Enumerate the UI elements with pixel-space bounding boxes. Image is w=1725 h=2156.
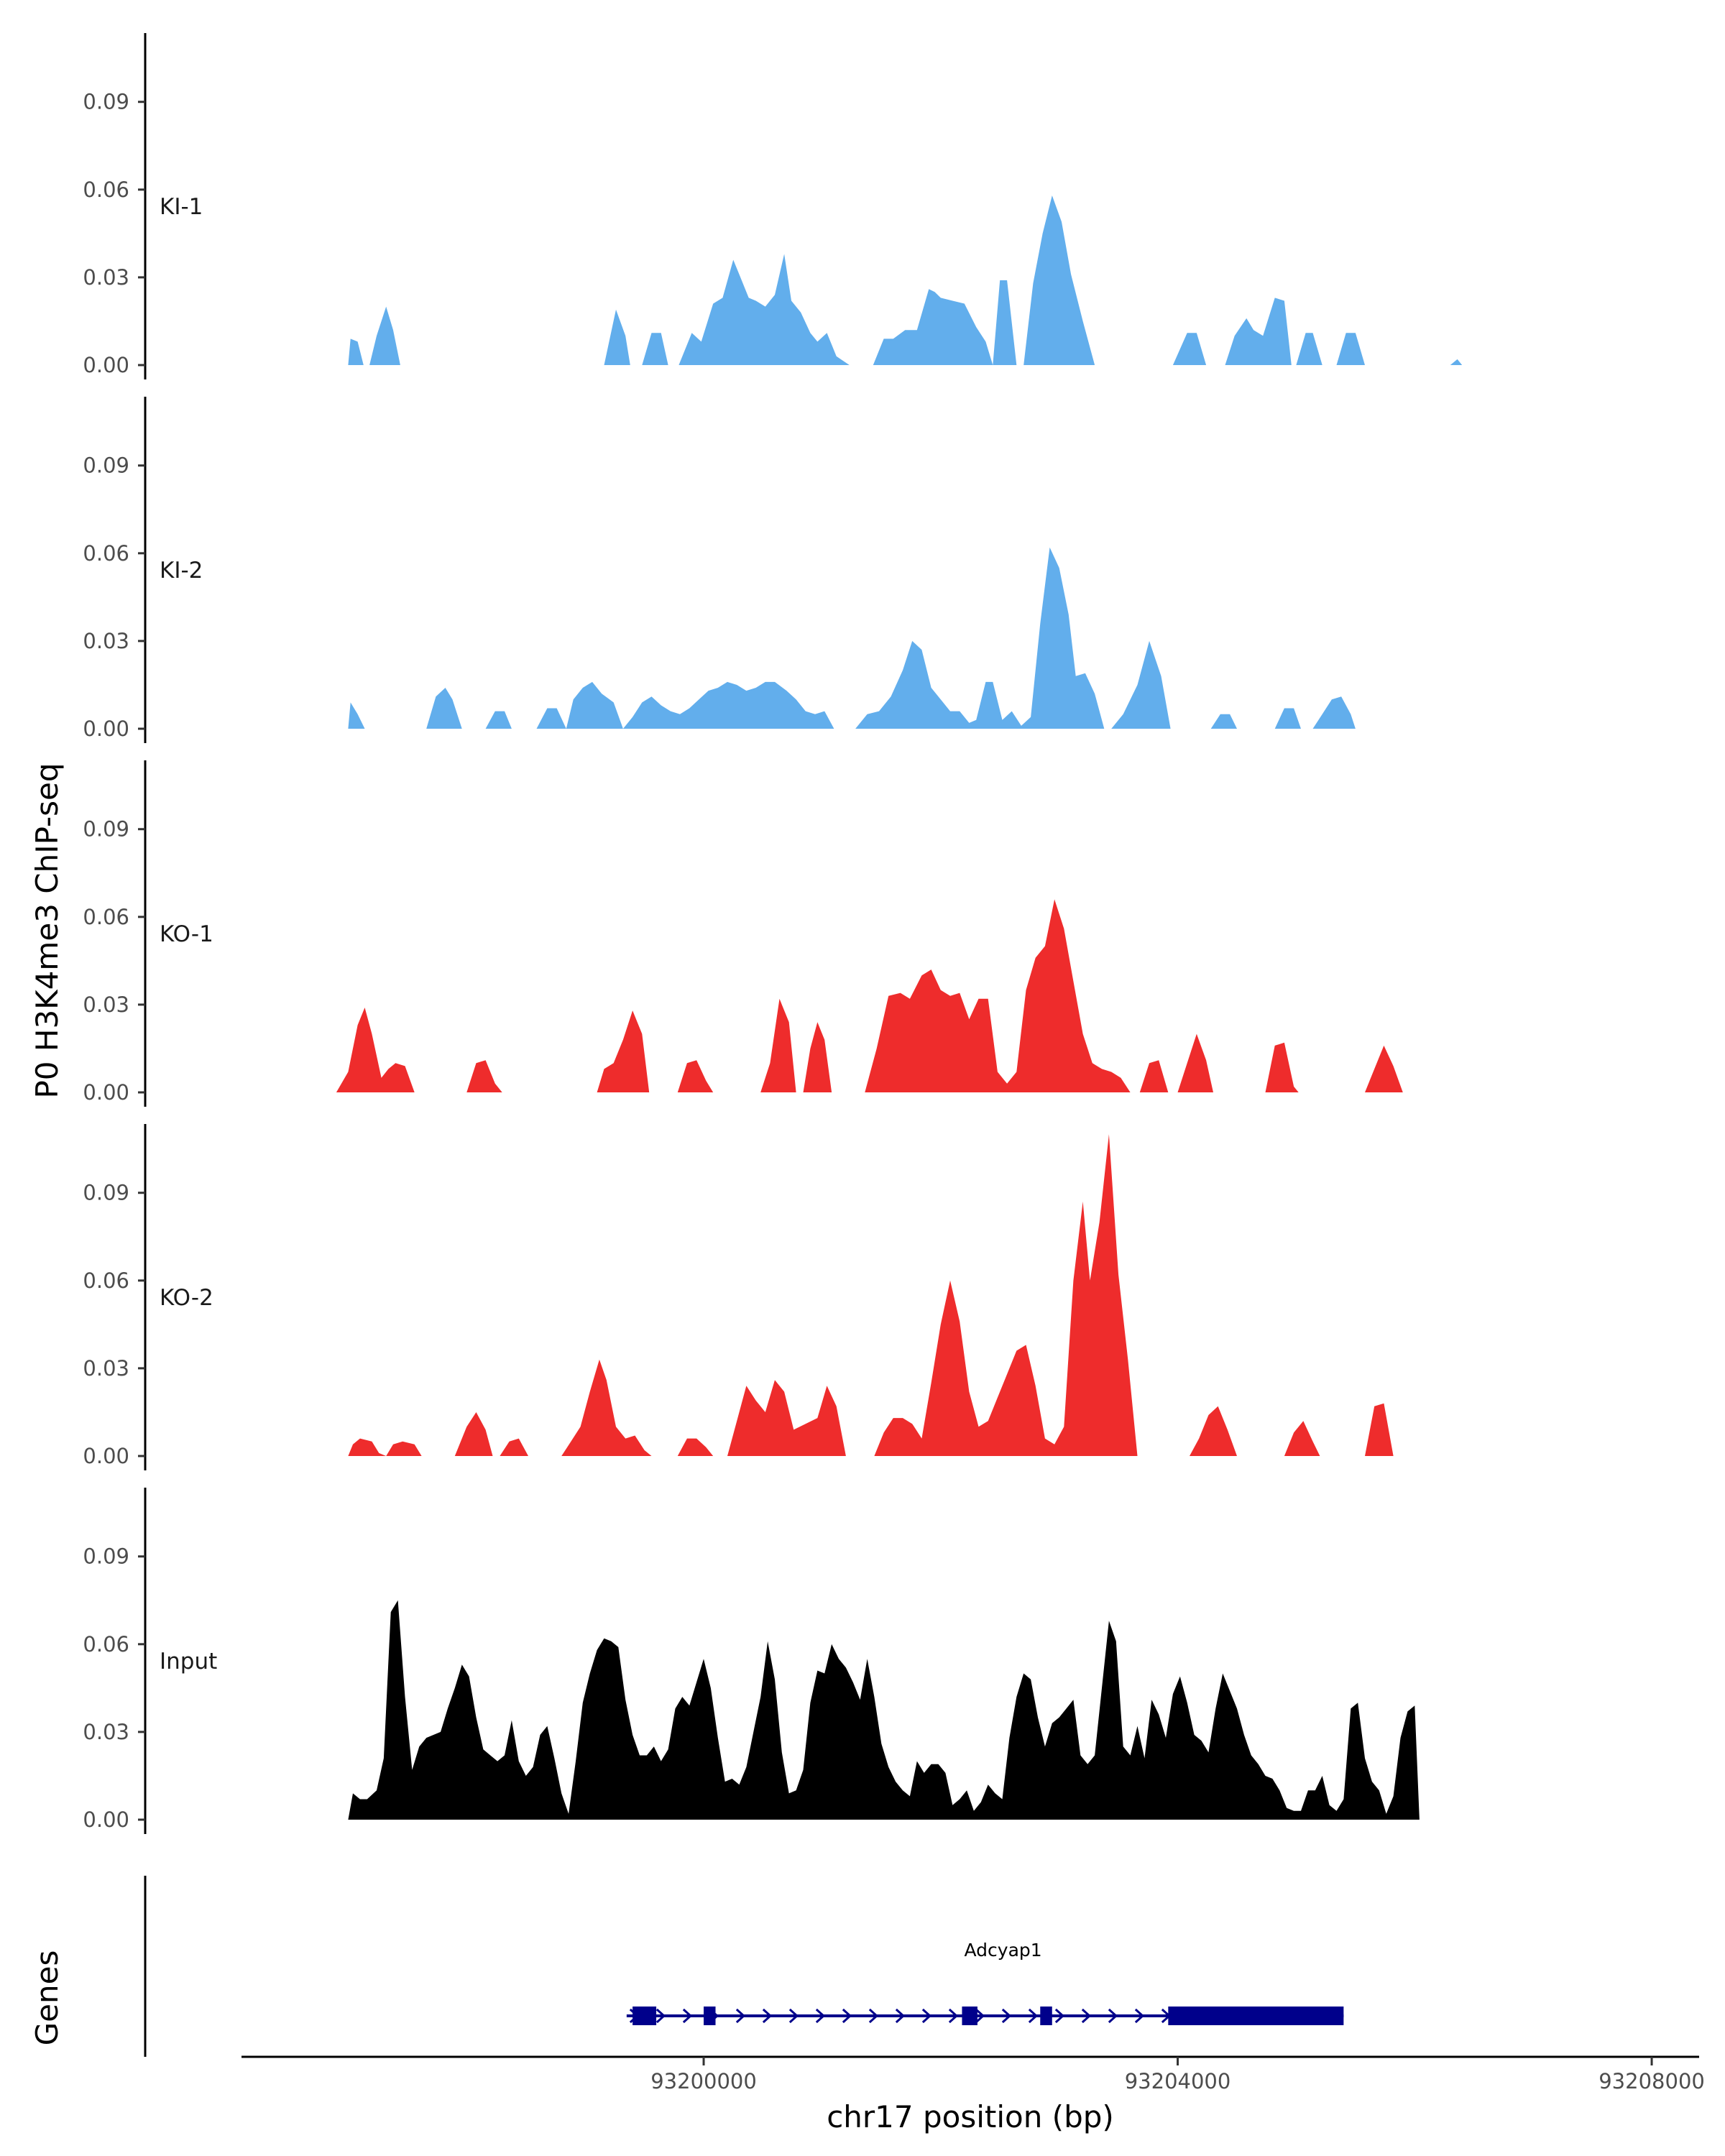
- signal-area: [348, 547, 1356, 729]
- x-tick-label: 93204000: [1125, 2069, 1231, 2093]
- strand-arrow: [656, 2008, 666, 2024]
- gene-panel: Adcyap1: [144, 1876, 1344, 2057]
- exon-block: [704, 2007, 716, 2025]
- strand-arrow: [948, 2008, 959, 2024]
- strand-arrow: [1001, 2008, 1012, 2024]
- y-tick-label: 0.09: [83, 90, 129, 114]
- strand-arrow: [1054, 2008, 1065, 2024]
- y-tick-label: 0.09: [83, 817, 129, 842]
- strand-arrow: [921, 2008, 932, 2024]
- y-tick-label: 0.03: [83, 629, 129, 653]
- gene-name-label: Adcyap1: [965, 1940, 1042, 1961]
- strand-arrow: [895, 2008, 906, 2024]
- exon-block: [1040, 2007, 1052, 2025]
- tracks-layer: 0.00 0.03 0.06 0.09 KI-1 0.00 0.03 0.06 0.09 KI-2…: [83, 33, 1463, 1834]
- y-tick-label: 0.06: [83, 178, 129, 202]
- x-tick-label: 93208000: [1598, 2069, 1705, 2093]
- genes-panel-title: Genes: [29, 1950, 65, 2046]
- y-tick-label: 0.03: [83, 992, 129, 1017]
- x-axis-title: chr17 position (bp): [827, 2099, 1114, 2134]
- strand-arrow: [975, 2008, 985, 2024]
- signal-area: [348, 1134, 1394, 1456]
- y-tick-label: 0.03: [83, 265, 129, 290]
- track-input: 0.00 0.03 0.06 0.09 Input: [83, 1488, 1420, 1834]
- strand-arrow: [1134, 2008, 1145, 2024]
- y-tick-label: 0.06: [83, 1268, 129, 1293]
- track-label: KO-1: [160, 921, 213, 947]
- track-ki-2: 0.00 0.03 0.06 0.09 KI-2: [83, 397, 1356, 743]
- y-tick-label: 0.03: [83, 1720, 129, 1744]
- signal-area: [348, 1600, 1420, 1820]
- strand-arrow: [1108, 2008, 1118, 2024]
- y-tick-label: 0.00: [83, 1444, 129, 1468]
- strand-arrow: [1028, 2008, 1039, 2024]
- y-tick-label: 0.09: [83, 453, 129, 478]
- track-label: Input: [160, 1649, 217, 1674]
- strand-arrow: [842, 2008, 852, 2024]
- y-tick-label: 0.09: [83, 1544, 129, 1569]
- y-tick-label: 0.06: [83, 905, 129, 929]
- y-tick-label: 0.06: [83, 1632, 129, 1657]
- strand-arrow: [735, 2008, 746, 2024]
- strand-arrow: [868, 2008, 879, 2024]
- signal-area: [336, 899, 1403, 1092]
- x-axis: 93200000 93204000 93208000: [242, 2055, 1705, 2093]
- track-label: KI-1: [160, 194, 203, 220]
- track-label: KI-2: [160, 558, 203, 584]
- strand-arrow: [762, 2008, 773, 2024]
- track-ko-1: 0.00 0.03 0.06 0.09 KO-1: [83, 760, 1403, 1107]
- signal-area: [348, 195, 1463, 365]
- strand-arrow: [1081, 2008, 1092, 2024]
- y-tick-label: 0.03: [83, 1356, 129, 1381]
- strand-arrow: [682, 2008, 693, 2024]
- y-tick-label: 0.00: [83, 1807, 129, 1832]
- exon-block: [962, 2007, 978, 2025]
- strand-arrow: [788, 2008, 799, 2024]
- strand-arrow: [815, 2008, 826, 2024]
- exon-block: [1168, 2007, 1344, 2025]
- y-tick-label: 0.00: [83, 353, 129, 377]
- y-tick-label: 0.00: [83, 1080, 129, 1105]
- y-tick-label: 0.09: [83, 1181, 129, 1205]
- track-ki-1: 0.00 0.03 0.06 0.09 KI-1: [83, 33, 1463, 379]
- exon-block: [632, 2007, 657, 2025]
- track-label: KO-2: [160, 1285, 213, 1311]
- y-tick-label: 0.06: [83, 541, 129, 566]
- y-axis-title: P0 H3K4me3 ChIP-seq: [29, 763, 65, 1098]
- x-tick-label: 93200000: [650, 2069, 757, 2093]
- track-ko-2: 0.00 0.03 0.06 0.09 KO-2: [83, 1124, 1394, 1470]
- y-tick-label: 0.00: [83, 717, 129, 741]
